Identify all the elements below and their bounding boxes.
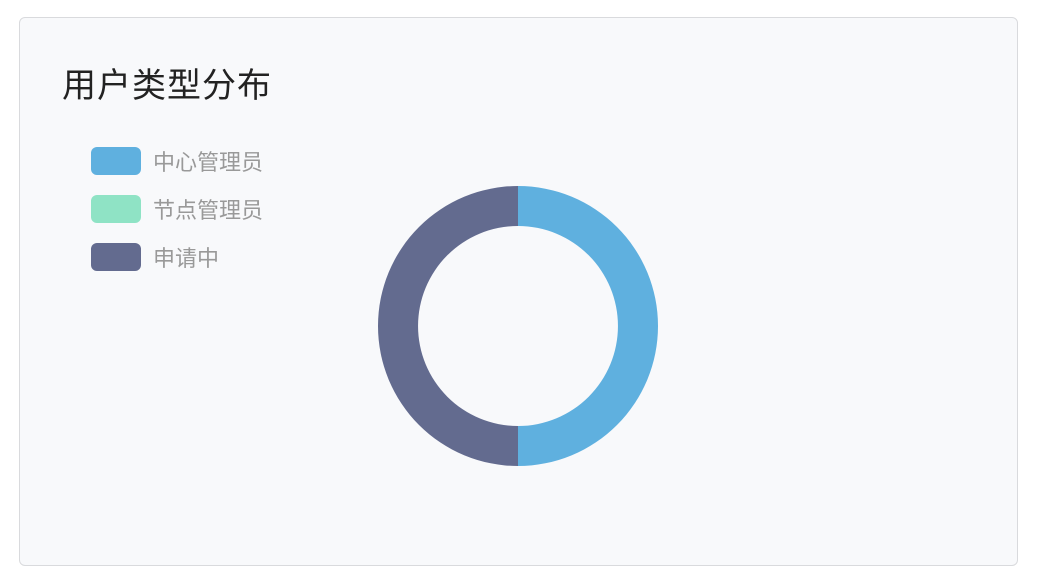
- donut-slice-0[interactable]: [518, 186, 658, 466]
- chart-title: 用户类型分布: [62, 66, 272, 106]
- legend-item-2[interactable]: 申请中: [91, 233, 263, 281]
- legend-swatch: [91, 243, 141, 271]
- donut-slice-2[interactable]: [378, 186, 518, 466]
- legend-swatch: [91, 147, 141, 175]
- legend-label: 申请中: [153, 247, 220, 272]
- legend-item-1[interactable]: 节点管理员: [91, 185, 263, 233]
- legend-label: 中心管理员: [153, 151, 264, 176]
- legend-label: 节点管理员: [153, 199, 264, 224]
- legend-item-0[interactable]: 中心管理员: [91, 137, 263, 185]
- legend: 中心管理员 节点管理员 申请中: [91, 137, 263, 281]
- legend-swatch: [91, 195, 141, 223]
- chart-card: 用户类型分布 中心管理员 节点管理员 申请中: [19, 17, 1018, 566]
